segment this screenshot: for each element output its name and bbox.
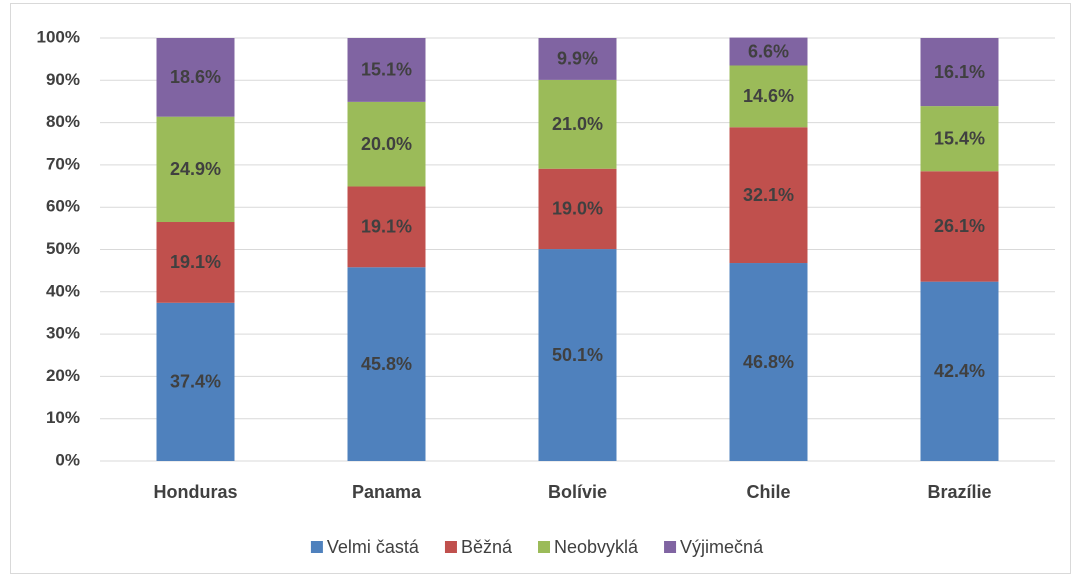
legend-swatch: [538, 541, 551, 553]
data-label: 15.4%: [934, 128, 985, 148]
bar-segment: [920, 106, 999, 172]
bar-segment: [538, 38, 617, 80]
data-label: 50.1%: [552, 345, 603, 365]
data-label: 9.9%: [557, 49, 598, 69]
data-label: 19.1%: [361, 217, 412, 237]
legend-label: Běžná: [461, 537, 513, 557]
data-label: 19.0%: [552, 199, 603, 219]
bar-segment: [347, 186, 426, 268]
legend-label: Výjimečná: [680, 537, 764, 557]
bar-segment: [920, 38, 999, 107]
bar-segment: [538, 79, 617, 169]
y-tick-label: 20%: [46, 366, 80, 385]
data-label: 42.4%: [934, 361, 985, 381]
y-tick-label: 50%: [46, 239, 80, 258]
bar-segment: [729, 37, 808, 66]
bar-segment: [920, 281, 999, 461]
y-tick-label: 100%: [37, 27, 80, 46]
x-tick-label: Panama: [352, 482, 422, 502]
y-tick-label: 40%: [46, 281, 80, 300]
legend-swatch: [444, 541, 457, 553]
y-tick-label: 90%: [46, 70, 80, 89]
bar-segment: [920, 171, 999, 282]
data-label: 32.1%: [743, 185, 794, 205]
bar-segment: [347, 38, 426, 102]
y-tick-label: 70%: [46, 154, 80, 173]
y-tick-label: 0%: [55, 450, 80, 469]
data-label: 20.0%: [361, 134, 412, 154]
bar-segment: [729, 65, 808, 128]
y-tick-label: 60%: [46, 197, 80, 216]
bar-segment: [729, 263, 808, 461]
x-tick-label: Bolívie: [548, 482, 607, 502]
x-tick-label: Chile: [746, 482, 790, 502]
data-label: 19.1%: [170, 252, 221, 272]
data-label: 45.8%: [361, 354, 412, 374]
bar-segment: [729, 127, 808, 264]
data-label: 46.8%: [743, 352, 794, 372]
y-tick-label: 80%: [46, 112, 80, 131]
legend-label: Neobvyklá: [554, 537, 639, 557]
bar-segment: [347, 101, 426, 187]
legend-swatch: [664, 541, 677, 553]
legend-label: Velmi častá: [327, 537, 420, 557]
bar-segment: [156, 116, 235, 223]
data-label: 14.6%: [743, 86, 794, 106]
bar-segment: [156, 38, 235, 117]
data-label: 21.0%: [552, 114, 603, 134]
data-label: 15.1%: [361, 60, 412, 80]
legend-swatch: [310, 541, 323, 553]
bar-segment: [156, 302, 235, 461]
data-label: 26.1%: [934, 216, 985, 236]
data-label: 18.6%: [170, 67, 221, 87]
data-label: 6.6%: [748, 41, 789, 61]
data-label: 16.1%: [934, 62, 985, 82]
y-tick-label: 30%: [46, 324, 80, 343]
bar-segment: [538, 168, 617, 250]
x-tick-label: Brazílie: [927, 482, 991, 502]
bar-segment: [347, 267, 426, 461]
y-tick-label: 10%: [46, 408, 80, 427]
data-label: 24.9%: [170, 159, 221, 179]
x-tick-label: Honduras: [153, 482, 237, 502]
bar-segment: [156, 222, 235, 303]
data-label: 37.4%: [170, 372, 221, 392]
bar-segment: [538, 249, 617, 461]
